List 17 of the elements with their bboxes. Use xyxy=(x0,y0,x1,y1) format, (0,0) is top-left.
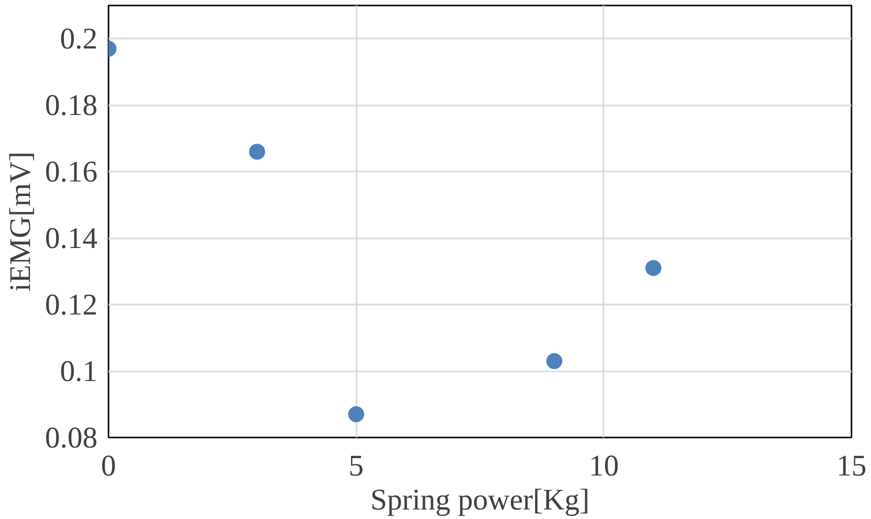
x-axis-title: Spring power[Kg] xyxy=(370,484,590,516)
y-axis-title: iEMG[mV] xyxy=(4,152,37,292)
y-tick-label: 0.08 xyxy=(45,422,98,454)
y-tick-label: 0.14 xyxy=(45,222,98,256)
x-tick-label: 15 xyxy=(836,450,866,482)
x-tick-label: 0 xyxy=(101,450,116,482)
point xyxy=(645,260,662,276)
point xyxy=(249,144,266,160)
x-tick-label: 10 xyxy=(588,450,619,482)
x-tick-label: 5 xyxy=(348,450,364,482)
y-tick-label: 0.2 xyxy=(60,22,98,56)
point xyxy=(348,406,364,422)
y-tick-label: 0.16 xyxy=(45,156,98,189)
point xyxy=(546,353,562,370)
y-tick-label: 0.18 xyxy=(45,89,98,122)
y-tick-label: 0.1 xyxy=(60,355,98,388)
y-tick-label: 0.12 xyxy=(45,288,98,322)
